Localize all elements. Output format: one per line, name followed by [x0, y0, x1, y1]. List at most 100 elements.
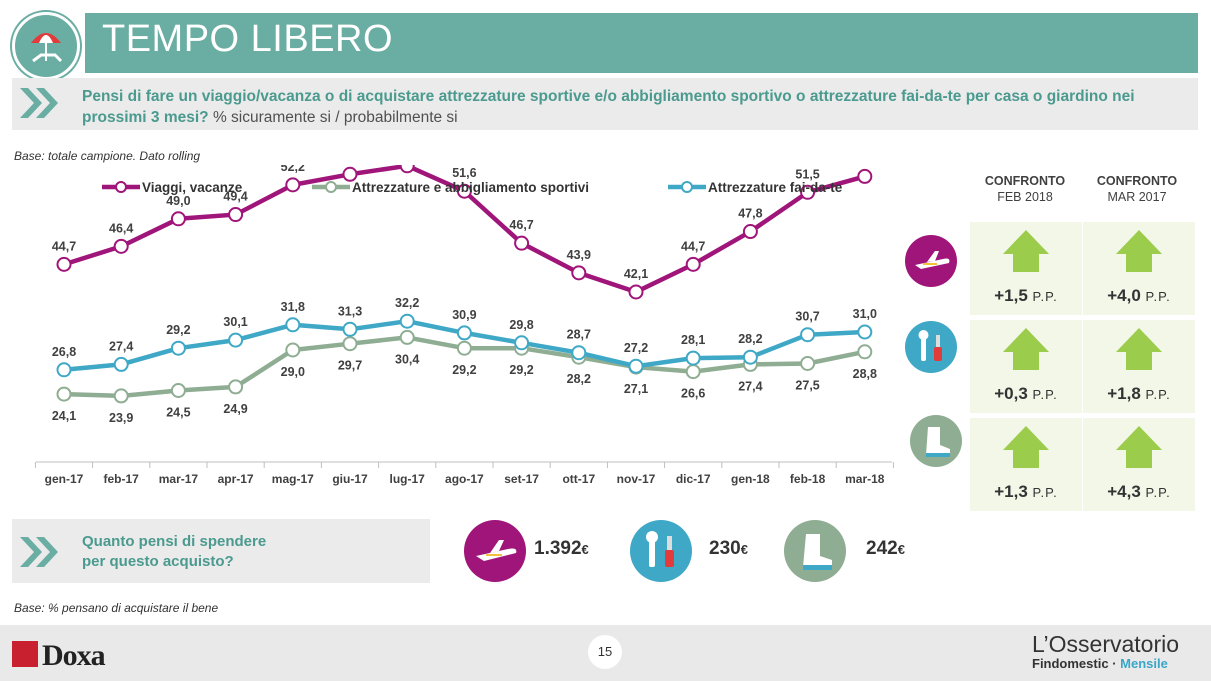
- x-tick-label: apr-17: [218, 472, 254, 486]
- compare-cell-sport-mar: +4,3 P.P.: [1083, 418, 1195, 511]
- data-point: [456, 340, 472, 356]
- data-point: [228, 379, 244, 395]
- boot-icon: [910, 415, 962, 467]
- data-label: 23,9: [109, 411, 133, 425]
- data-label: 46,7: [509, 218, 533, 232]
- spend-amount: 230: [709, 538, 741, 559]
- doxa-logo-mark: [12, 641, 38, 667]
- double-chevron-icon: [20, 537, 58, 567]
- compare-number: +4,3: [1107, 482, 1141, 501]
- airplane-icon: [905, 235, 957, 287]
- data-point: [685, 364, 701, 380]
- x-tick-label: ago-17: [445, 472, 484, 486]
- compare-number: +0,3: [994, 384, 1028, 403]
- data-label: 31,8: [281, 300, 305, 314]
- data-point: [399, 329, 415, 345]
- compare-header-sub: FEB 2018: [997, 190, 1053, 204]
- legend-label: Attrezzature fai-da-te: [708, 180, 843, 195]
- compare-header-title: CONFRONTO: [984, 174, 1066, 188]
- osservatorio-title: L’Osservatorio: [1032, 631, 1180, 657]
- spend-question: Quanto pensi di spendere per questo acqui…: [82, 532, 266, 572]
- data-label: 27,1: [624, 382, 648, 396]
- data-label: 28,7: [567, 328, 591, 342]
- data-point: [170, 383, 186, 398]
- data-point: [56, 256, 72, 272]
- spend-value-faidate: 230€: [709, 538, 748, 560]
- compare-unit: P.P.: [1032, 387, 1058, 402]
- compare-value: +1,8 P.P.: [1083, 384, 1195, 404]
- data-label: 30,9: [452, 308, 476, 322]
- grid-divider: [1082, 222, 1083, 508]
- data-label: 51,5: [795, 167, 819, 181]
- page-title: TEMPO LIBERO: [102, 18, 394, 60]
- x-tick-label: mag-17: [272, 472, 314, 486]
- compare-number: +1,5: [994, 286, 1028, 305]
- compare-number: +1,3: [994, 482, 1028, 501]
- data-label: 29,7: [338, 359, 362, 373]
- legend-label: Viaggi, vacanze: [142, 180, 243, 195]
- data-label: 27,5: [795, 379, 819, 393]
- x-tick-label: feb-17: [104, 472, 140, 486]
- compare-number: +1,8: [1107, 384, 1141, 403]
- data-label: 24,5: [166, 406, 190, 420]
- spend-question-line: Quanto pensi di spendere: [82, 533, 267, 550]
- data-point: [56, 386, 72, 402]
- double-chevron-icon: [20, 88, 58, 118]
- data-point: [342, 166, 358, 182]
- x-tick-label: giu-17: [332, 472, 368, 486]
- spend-amount: 1.392: [534, 538, 582, 559]
- compare-cell-sport-feb: +1,3 P.P.: [970, 418, 1082, 511]
- tools-icon: [630, 520, 692, 582]
- x-tick-label: mar-18: [845, 472, 885, 486]
- x-tick-label: feb-18: [790, 472, 826, 486]
- compare-header-sub: MAR 2017: [1107, 190, 1167, 204]
- data-label: 28,1: [681, 333, 705, 347]
- x-tick-label: set-17: [504, 472, 539, 486]
- compare-header-feb: CONFRONTO FEB 2018: [970, 173, 1080, 205]
- question-pct: % sicuramente si / probabilmente si: [212, 109, 458, 126]
- data-label: 29,2: [509, 363, 533, 377]
- data-point: [113, 356, 129, 372]
- data-point: [742, 224, 758, 240]
- compare-cell-faidate-mar: +1,8 P.P.: [1083, 320, 1195, 413]
- compare-value: +0,3 P.P.: [970, 384, 1082, 404]
- data-point: [113, 388, 129, 404]
- currency: €: [740, 542, 748, 557]
- data-label: 43,9: [567, 248, 591, 262]
- data-point: [170, 340, 186, 356]
- data-point: [571, 265, 587, 281]
- line-chart: gen-17 feb-17 mar-17 apr-17 mag-17 giu-17 lug-…: [34, 165, 894, 486]
- data-label: 47,8: [738, 207, 762, 221]
- compare-cell-viaggi-feb: +1,5 P.P.: [970, 222, 1082, 315]
- data-label: 51,6: [452, 166, 476, 180]
- page-number: 15: [588, 635, 622, 669]
- data-point: [399, 313, 415, 329]
- base-note-bottom: Base: % pensano di acquistare il bene: [14, 601, 219, 615]
- data-point: [800, 327, 816, 343]
- compare-unit: P.P.: [1145, 387, 1171, 402]
- separator: ·: [1108, 656, 1121, 671]
- data-point: [514, 335, 530, 351]
- currency: €: [897, 542, 905, 557]
- data-label: 49,0: [166, 194, 190, 208]
- data-label: 26,8: [52, 345, 76, 359]
- compare-value: +4,0 P.P.: [1083, 286, 1195, 306]
- data-point: [800, 356, 816, 371]
- data-point: [456, 325, 472, 341]
- data-point: [571, 345, 587, 361]
- data-label: 30,4: [395, 352, 419, 366]
- data-label: 29,2: [452, 363, 476, 377]
- data-point: [456, 183, 472, 199]
- legend-marker: [681, 181, 693, 193]
- compare-unit: P.P.: [1145, 485, 1171, 500]
- base-note-top: Base: totale campione. Dato rolling: [14, 149, 201, 163]
- data-label: 28,2: [567, 372, 591, 386]
- x-tick-label: gen-18: [731, 472, 770, 486]
- airplane-icon: [464, 520, 526, 582]
- title-bar: [85, 13, 1198, 73]
- data-label: 44,7: [681, 239, 705, 253]
- data-point: [228, 207, 244, 223]
- data-point: [56, 362, 72, 378]
- compare-cell-viaggi-mar: +4,0 P.P.: [1083, 222, 1195, 315]
- compare-unit: P.P.: [1145, 289, 1171, 304]
